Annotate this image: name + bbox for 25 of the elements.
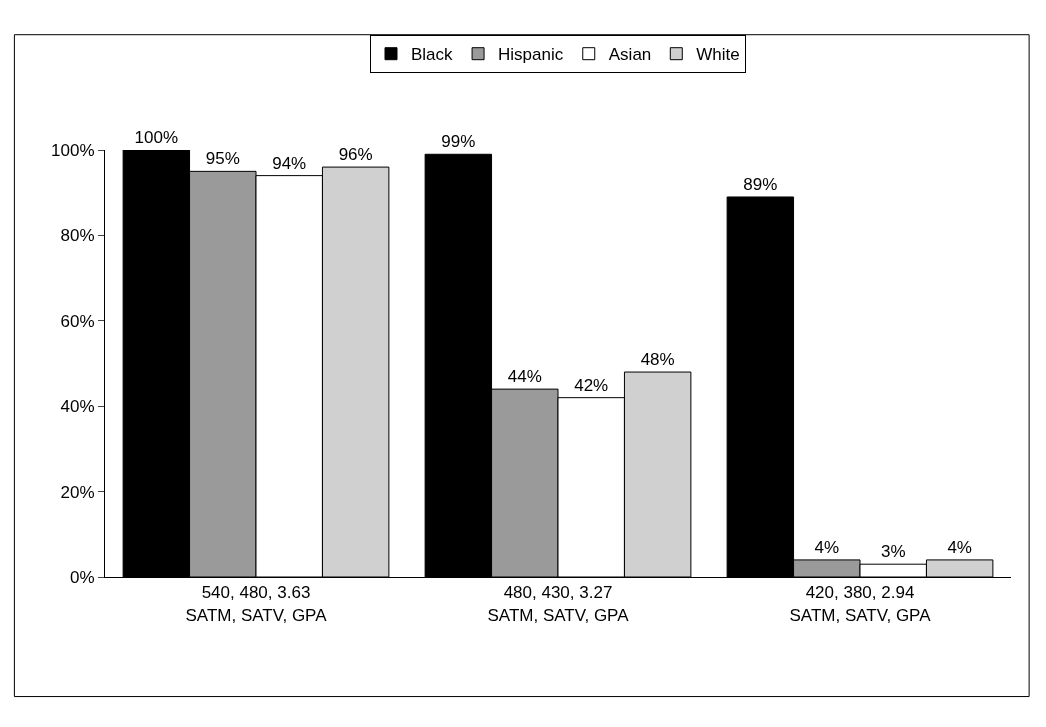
legend-label: White	[696, 45, 740, 65]
text: 95%	[205, 149, 240, 169]
text: 3%	[880, 542, 906, 562]
legend-label: Hispanic	[498, 45, 564, 65]
text: 4%	[947, 537, 972, 557]
x-tick-label: 480, 430, 3.27 SATM, SATV, GPA	[487, 583, 630, 625]
text: 94%	[272, 153, 307, 173]
y-tick-label: 100%	[51, 140, 95, 160]
text: 48%	[640, 350, 675, 370]
legend-label: Black	[411, 45, 454, 65]
text: 44%	[507, 367, 542, 387]
y-tick-label: 60%	[60, 311, 95, 331]
y-tick-label: 0%	[70, 567, 95, 587]
y-tick-label: 20%	[60, 482, 95, 502]
text: 100%	[134, 128, 179, 147]
y-tick-label: 40%	[60, 397, 95, 417]
text: 96%	[338, 145, 373, 165]
text: 42%	[574, 375, 609, 395]
y-tick-label: 80%	[60, 226, 95, 246]
text: 4%	[814, 537, 840, 557]
text: 99%	[441, 132, 476, 152]
text: 89%	[743, 174, 778, 194]
x-tick-label: 420, 380, 2.94 SATM, SATV, GPA	[789, 583, 932, 625]
legend-label: Asian	[608, 45, 652, 65]
x-tick-label: 540, 480, 3.63 SATM, SATV, GPA	[185, 583, 328, 625]
